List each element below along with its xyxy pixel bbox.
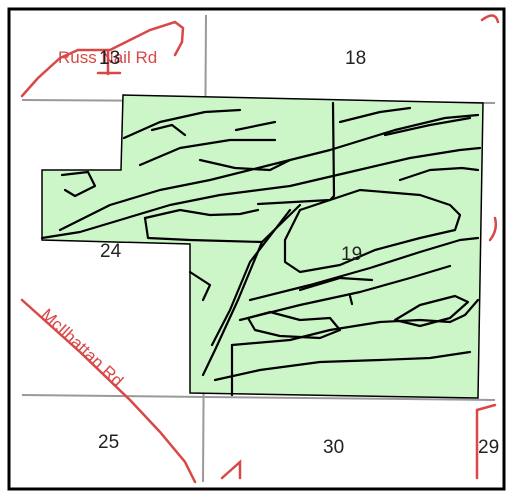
- section-line-south: [21, 394, 496, 401]
- section-label-24: 24: [100, 241, 122, 262]
- soil-line: [393, 294, 470, 328]
- soil-line: [348, 294, 354, 306]
- soil-line: [398, 166, 480, 182]
- road-east-spur: [475, 403, 497, 480]
- road-corner-topright: [480, 14, 500, 24]
- road-bottom-hook: [220, 459, 242, 480]
- road-label-russ-nail: Russ Nail Rd: [58, 48, 157, 67]
- section-label-25: 25: [98, 432, 119, 453]
- soil-line: [40, 146, 482, 240]
- soil-line: [210, 208, 292, 347]
- road-mcilhattan: [20, 298, 197, 484]
- map-border: [7, 7, 506, 491]
- soil-line: [143, 208, 260, 220]
- soil-line: [58, 113, 480, 232]
- road-east-arc: [488, 216, 498, 242]
- soil-line: [188, 270, 212, 302]
- soil-line: [60, 170, 97, 198]
- road-russ-nail: [20, 20, 185, 98]
- section-label-19: 19: [341, 244, 362, 265]
- soil-line: [122, 108, 242, 140]
- soil-line: [248, 236, 480, 302]
- soil-lines: [40, 101, 482, 397]
- soil-line: [234, 120, 277, 132]
- road-russ-nail-spur: [96, 48, 122, 76]
- soil-line: [198, 158, 292, 172]
- soil-line: [138, 138, 277, 167]
- soil-line: [338, 106, 412, 124]
- section-label-30: 30: [323, 437, 344, 458]
- soil-line: [143, 216, 264, 244]
- soil-line: [246, 310, 342, 340]
- road-label-mcilhattan: McIlhattan Rd: [37, 305, 127, 390]
- soil-line: [150, 123, 187, 137]
- soil-line: [238, 264, 452, 322]
- soil-line: [298, 276, 374, 292]
- soil-line: [383, 116, 472, 137]
- section-label-18: 18: [345, 48, 366, 69]
- roads: [20, 14, 500, 484]
- section-label-29: 29: [478, 437, 499, 458]
- section-label-13: 13: [99, 48, 120, 69]
- soil-line: [283, 188, 462, 274]
- soil-line: [213, 350, 472, 382]
